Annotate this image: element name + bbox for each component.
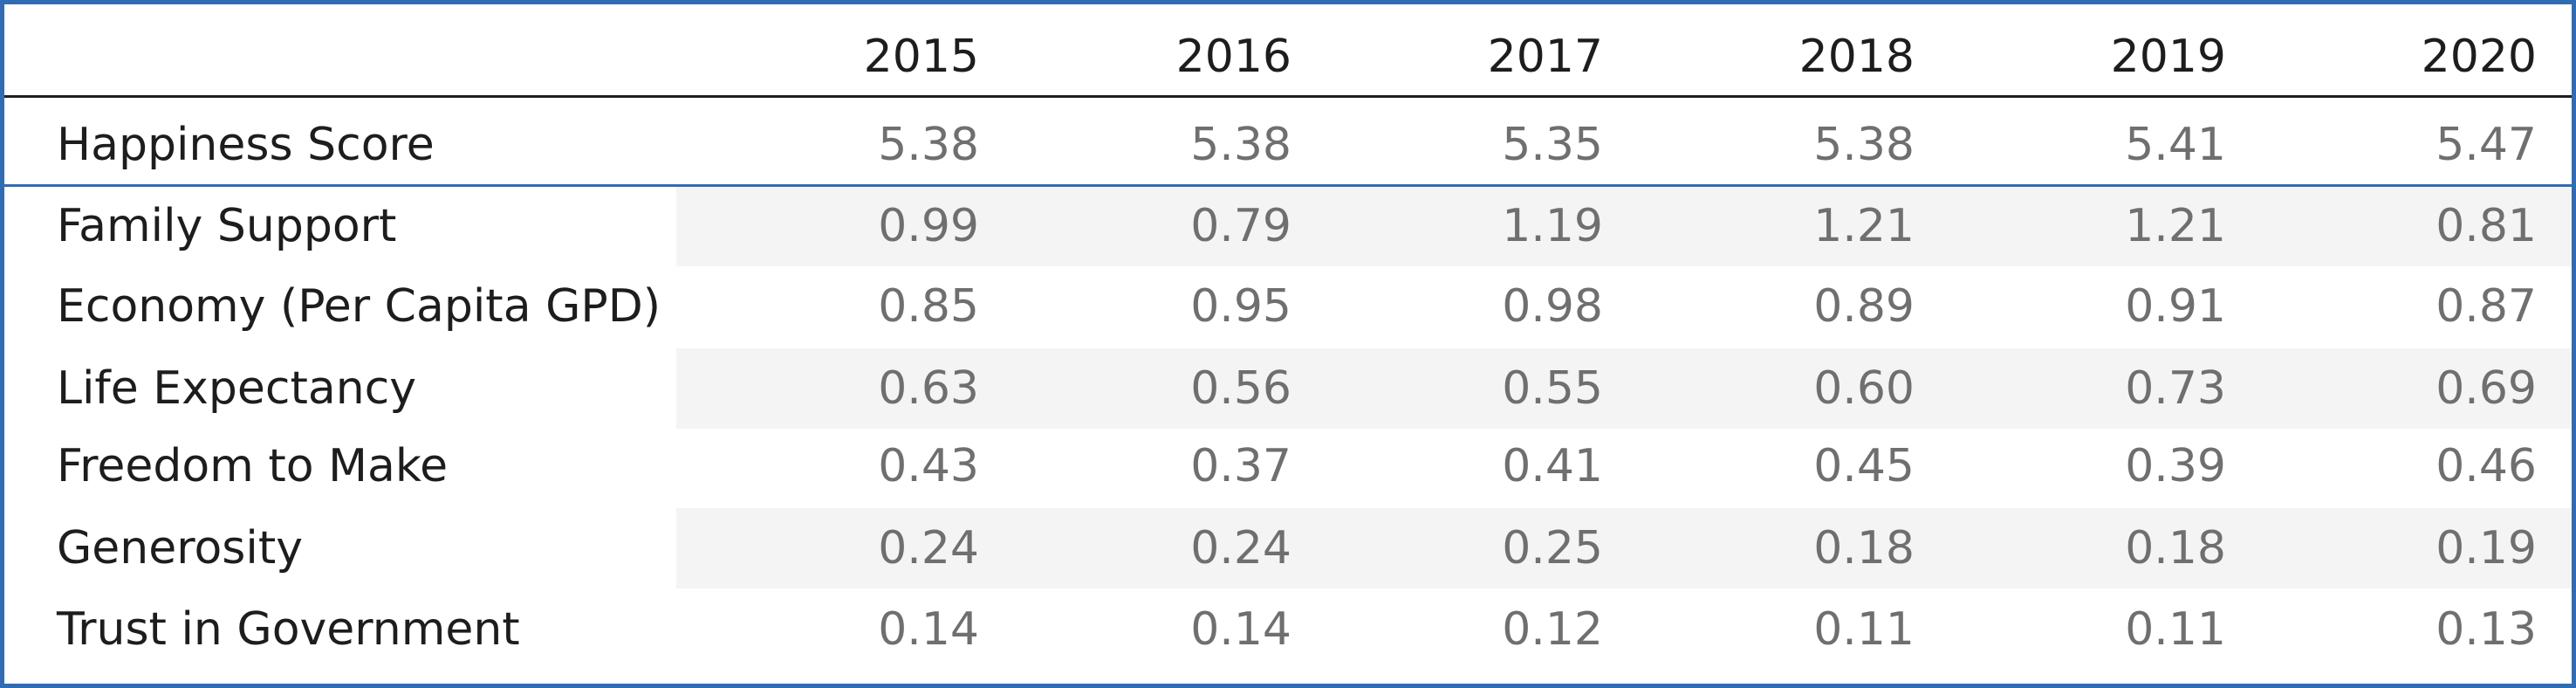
table-row: Life Expectancy 0.63 0.56 0.55 0.60 0.73 0.69 [4,348,2572,429]
table-cell: 0.79 [1190,200,1291,252]
table-cell: 0.11 [1813,603,1915,656]
table-cell: 0.98 [1502,280,1603,333]
column-header-2020: 2020 [2421,31,2537,83]
row-label-background [4,266,676,347]
table-cell: 0.24 [1190,522,1291,574]
table-cell: 0.60 [1813,362,1915,415]
table-cell: 0.69 [2436,362,2537,415]
table-cell: 1.21 [2125,200,2226,252]
table-cell: 0.81 [2436,200,2537,252]
table-cell: 0.87 [2436,280,2537,333]
table-cell: 0.91 [2125,280,2226,333]
table-cell: 0.25 [1502,522,1603,574]
row-label: Happiness Score [57,119,435,171]
table-cell: 0.18 [2125,522,2226,574]
table-cell: 0.14 [878,603,979,656]
table-row: Family Support 0.99 0.79 1.19 1.21 1.21 0.81 [4,186,2572,266]
table-cell: 0.85 [878,280,979,333]
row-label: Family Support [57,200,397,252]
table-cell: 1.19 [1502,200,1603,252]
table-cell: 5.38 [1813,119,1915,171]
row-label: Trust in Government [57,603,520,656]
table-cell: 5.35 [1502,119,1603,171]
table-row: Happiness Score 5.38 5.38 5.35 5.38 5.41 5.47 [4,105,2572,185]
table-cell: 0.39 [2125,440,2226,492]
table-cell: 0.24 [878,522,979,574]
table-row: Generosity 0.24 0.24 0.25 0.18 0.18 0.19 [4,508,2572,588]
table-cell: 0.63 [878,362,979,415]
table-cell: 0.43 [878,440,979,492]
table-cell: 5.41 [2125,119,2226,171]
table-cell: 0.99 [878,200,979,252]
header-divider [4,95,2572,98]
table-cell: 0.37 [1190,440,1291,492]
table-cell: 0.55 [1502,362,1603,415]
row-label-background [4,105,676,185]
column-header-2018: 2018 [1798,31,1915,83]
table-cell: 0.13 [2436,603,2537,656]
row-label: Freedom to Make [57,440,449,492]
table-cell: 0.41 [1502,440,1603,492]
table-cell: 0.95 [1190,280,1291,333]
table-cell: 0.14 [1190,603,1291,656]
table-cell: 0.73 [2125,362,2226,415]
table-cell: 5.38 [878,119,979,171]
row-label: Generosity [57,522,303,574]
table-cell: 5.38 [1190,119,1291,171]
table-cell: 0.56 [1190,362,1291,415]
row-label-background [4,186,676,266]
row-label-background [4,348,676,429]
table-cell: 0.19 [2436,522,2537,574]
table-cell: 0.45 [1813,440,1915,492]
table-cell: 0.11 [2125,603,2226,656]
row-divider [4,184,2572,187]
table-cell: 0.12 [1502,603,1603,656]
row-label-background [4,589,676,670]
table-cell: 1.21 [1813,200,1915,252]
column-header-2016: 2016 [1175,31,1291,83]
column-header-2019: 2019 [2110,31,2226,83]
table-row: Freedom to Make 0.43 0.37 0.41 0.45 0.39 0.46 [4,426,2572,506]
table-cell: 0.89 [1813,280,1915,333]
row-label-background [4,426,676,506]
table-row: Economy (Per Capita GPD) 0.85 0.95 0.98 0.89… [4,266,2572,347]
table-cell: 0.46 [2436,440,2537,492]
column-header-2017: 2017 [1487,31,1603,83]
column-header-2015: 2015 [863,31,979,83]
row-label: Economy (Per Capita GPD) [57,280,661,333]
row-label: Life Expectancy [57,362,417,415]
row-label-background [4,508,676,588]
table-cell: 5.47 [2436,119,2537,171]
table-row: Trust in Government 0.14 0.14 0.12 0.11 0.11 0… [4,589,2572,670]
table-cell: 0.18 [1813,522,1915,574]
